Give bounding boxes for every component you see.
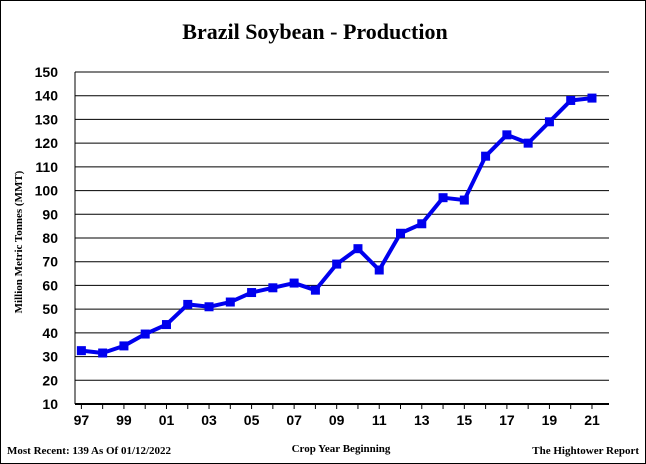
y-tick-label: 60	[42, 277, 58, 293]
y-tick-label: 40	[42, 325, 58, 341]
x-tick-label: 97	[74, 412, 90, 428]
data-point	[353, 244, 363, 254]
data-point	[76, 346, 86, 356]
y-tick-label: 140	[35, 88, 59, 104]
x-axis-label: Crop Year Beginning	[292, 443, 391, 455]
data-point	[396, 228, 406, 238]
data-point	[119, 341, 129, 351]
grid-lines	[75, 71, 609, 381]
x-tick-labels: 97 99 01 03 05 07 09 11 13 15 17 19 21	[74, 412, 600, 428]
x-tick-label: 09	[329, 412, 345, 428]
y-tick-label: 20	[42, 372, 58, 388]
x-tick-label: 13	[414, 412, 430, 428]
data-point	[417, 219, 427, 229]
chart-title: Brazil Soybean - Production	[182, 19, 447, 44]
y-tick-label: 80	[42, 230, 58, 246]
data-point	[332, 259, 342, 269]
data-point	[289, 278, 299, 288]
x-tick-label: 17	[499, 412, 515, 428]
x-tick-label: 03	[201, 412, 217, 428]
data-point	[459, 195, 469, 205]
y-tick-label: 50	[42, 301, 58, 317]
y-tick-label: 150	[35, 64, 59, 80]
x-tick-label: 15	[457, 412, 473, 428]
y-tick-label: 90	[42, 206, 58, 222]
x-tick-label: 07	[286, 412, 302, 428]
data-point	[438, 193, 448, 203]
data-point	[374, 265, 384, 275]
data-point	[502, 130, 512, 140]
y-tick-label: 10	[42, 396, 58, 412]
data-point	[225, 297, 235, 307]
y-tick-label: 70	[42, 254, 58, 270]
y-tick-labels: 150 140 130 120 110 100 90 80 70 60 50 40 30 20 10	[35, 64, 59, 412]
series-line	[81, 96, 593, 356]
y-tick-label: 110	[35, 159, 58, 175]
data-point	[98, 348, 108, 358]
y-tick-label: 130	[35, 111, 59, 127]
y-tick-label: 30	[42, 349, 58, 365]
data-point	[310, 285, 320, 295]
y-tick-label: 120	[35, 135, 59, 151]
x-tick-label: 99	[116, 412, 132, 428]
data-point	[161, 320, 171, 330]
data-point	[268, 283, 278, 293]
source-note: The Hightower Report	[532, 445, 639, 457]
data-point	[247, 288, 257, 298]
most-recent-note: Most Recent: 139 As Of 01/12/2022	[7, 445, 172, 457]
x-tick-label: 01	[159, 412, 175, 428]
x-tick-label: 21	[584, 412, 600, 428]
axes	[74, 72, 609, 409]
y-axis-label: Million Metric Tonnes (MMT)	[13, 170, 25, 313]
data-point	[183, 299, 193, 309]
data-point	[140, 329, 150, 339]
y-tick-label: 100	[35, 183, 59, 199]
data-point	[587, 93, 597, 103]
x-tick-label: 05	[244, 412, 260, 428]
series-production	[76, 93, 597, 358]
data-point	[204, 302, 214, 312]
data-point	[523, 138, 533, 148]
data-point	[566, 95, 576, 105]
x-tick-label: 11	[372, 412, 387, 428]
x-tick-label: 19	[542, 412, 558, 428]
data-point	[544, 117, 554, 127]
data-point	[481, 151, 491, 161]
